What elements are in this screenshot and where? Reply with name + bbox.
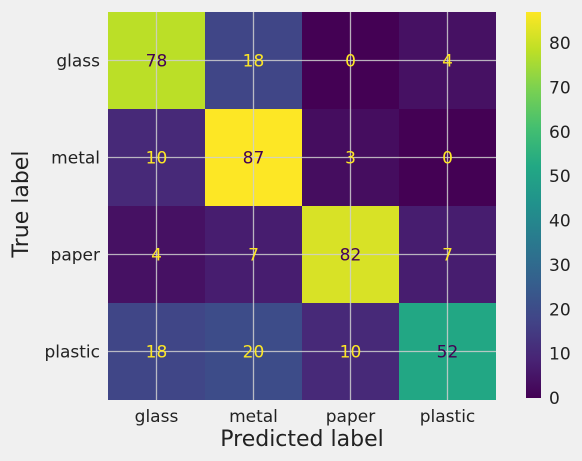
x-tick-label: glass: [135, 407, 179, 427]
cell-value-label: 52: [437, 343, 459, 363]
cell-value-label: 82: [340, 246, 362, 266]
cell-value-label: 10: [146, 149, 168, 169]
cell-value-labels: 78 18 0 4 10 87 3 0 4 7 82 7 18 20 10 52: [146, 52, 459, 363]
x-axis-title: Predicted label: [220, 427, 383, 452]
cell-value-label: 0: [442, 149, 453, 169]
cell-value-label: 87: [243, 149, 265, 169]
cell-value-label: 18: [146, 343, 168, 363]
colorbar-tick-label: 50: [549, 167, 571, 187]
y-tick-label: metal: [51, 149, 100, 169]
colorbar-tick-label: 10: [549, 345, 571, 365]
cell-value-label: 7: [248, 246, 259, 266]
cell-value-label: 4: [442, 52, 453, 72]
cell-value-label: 7: [442, 246, 453, 266]
y-axis-title: True label: [9, 151, 34, 259]
cell-value-label: 18: [243, 52, 265, 72]
cell-value-label: 10: [340, 343, 362, 363]
cell-value-label: 78: [146, 52, 168, 72]
x-tick-labels: glass metal paper plastic: [135, 407, 476, 427]
x-tick-label: plastic: [420, 407, 476, 427]
colorbar-tick-label: 80: [549, 34, 571, 54]
colorbar-ticks: 0 10 20 30 40 50 60 70 80: [549, 34, 571, 409]
cell-value-label: 20: [243, 343, 265, 363]
y-tick-label: plastic: [44, 343, 100, 363]
x-tick-label: paper: [326, 407, 375, 427]
cell-value-label: 3: [345, 149, 356, 169]
x-tick-label: metal: [229, 407, 278, 427]
colorbar-tick-label: 40: [549, 212, 571, 232]
y-tick-label: paper: [51, 246, 100, 266]
colorbar-tick-label: 60: [549, 123, 571, 143]
cell-value-label: 4: [151, 246, 162, 266]
colorbar-tick-label: 70: [549, 78, 571, 98]
y-tick-label: glass: [56, 52, 100, 72]
colorbar-tick-label: 30: [549, 256, 571, 276]
y-tick-labels: glass metal paper plastic: [44, 52, 100, 363]
colorbar: [526, 12, 541, 398]
colorbar-tick-label: 20: [549, 300, 571, 320]
cell-value-label: 0: [345, 52, 356, 72]
grid-lines: [108, 12, 496, 400]
colorbar-tick-label: 0: [549, 389, 560, 409]
